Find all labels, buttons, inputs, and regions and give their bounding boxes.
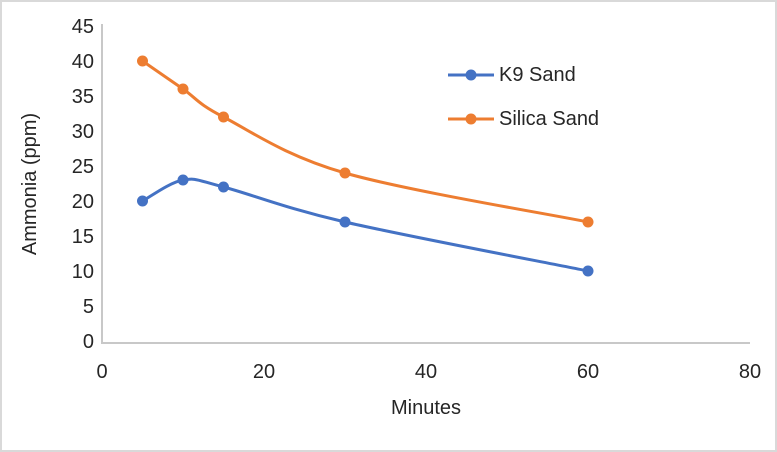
y-tick-label: 15 (72, 226, 94, 248)
legend-item-k9-sand: K9 Sand (448, 63, 599, 87)
series-line-0 (141, 177, 590, 273)
x-tick-label: 60 (577, 361, 599, 383)
legend-marker-k9-sand (448, 69, 494, 81)
data-point-marker-1 (137, 55, 148, 67)
y-tick-label: 40 (72, 51, 94, 73)
data-point-marker-1 (339, 167, 351, 179)
x-tick-label: 80 (739, 361, 761, 383)
y-tick-label: 25 (72, 156, 94, 178)
legend-label-k9-sand: K9 Sand (499, 64, 576, 86)
x-tick-label: 0 (96, 361, 107, 383)
y-tick-label: 45 (72, 16, 94, 38)
x-tick-label: 20 (253, 361, 275, 383)
y-axis-title: Ammonia (ppm) (19, 112, 41, 256)
data-point-marker-0 (218, 181, 229, 193)
legend: K9 Sand Silica Sand (448, 63, 599, 131)
data-point-marker-1 (177, 83, 189, 95)
y-tick-label: 35 (72, 86, 94, 108)
y-tick-label: 5 (83, 296, 94, 318)
data-point-marker-0 (137, 195, 148, 207)
data-point-marker-1 (218, 111, 229, 123)
legend-item-silica-sand: Silica Sand (448, 107, 599, 131)
legend-marker-silica-sand (448, 113, 494, 125)
y-tick-label: 30 (72, 121, 94, 143)
legend-label-silica-sand: Silica Sand (499, 108, 600, 130)
data-point-marker-0 (339, 216, 351, 228)
data-point-marker-1 (582, 216, 594, 228)
data-point-marker-0 (177, 174, 189, 186)
x-axis-title: Minutes (390, 397, 462, 419)
x-tick-label: 40 (415, 361, 437, 383)
y-tick-label: 10 (72, 261, 94, 283)
y-tick-label: 20 (72, 191, 94, 213)
y-tick-label: 0 (83, 331, 94, 353)
data-point-marker-0 (582, 265, 594, 277)
